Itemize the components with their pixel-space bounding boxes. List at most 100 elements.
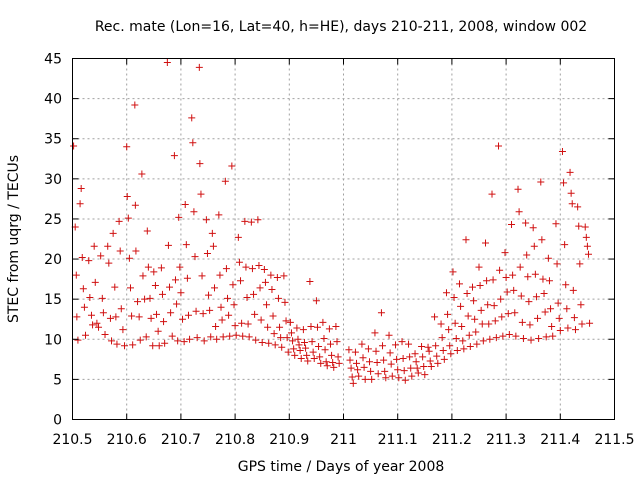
data-point [296, 347, 304, 355]
data-point [291, 351, 299, 359]
data-point [168, 332, 176, 340]
y-tick-label: 35 [44, 132, 62, 148]
data-point [421, 371, 429, 379]
data-point [141, 295, 149, 303]
data-point [501, 249, 509, 257]
data-point [382, 374, 390, 382]
data-point [427, 363, 435, 371]
data-point [476, 282, 484, 290]
data-point [425, 347, 433, 355]
data-point [535, 334, 543, 342]
data-point [586, 319, 594, 327]
data-point [123, 192, 131, 200]
data-point [163, 59, 171, 67]
data-point [393, 355, 401, 363]
data-point [193, 334, 201, 342]
data-point [99, 309, 107, 317]
data-point [235, 258, 243, 266]
data-point [570, 314, 578, 322]
data-point [202, 216, 210, 224]
data-point [230, 301, 238, 309]
data-point [544, 254, 552, 262]
y-tick-label: 0 [53, 413, 62, 429]
data-point [76, 200, 84, 208]
data-point [116, 247, 124, 255]
data-point [492, 334, 500, 342]
data-point [466, 342, 474, 350]
data-point [491, 317, 499, 325]
x-tick-label: 211.1 [378, 432, 418, 448]
data-point [351, 348, 359, 356]
data-point [226, 332, 234, 340]
data-point [105, 259, 113, 267]
data-point [526, 321, 534, 329]
data-point [386, 349, 394, 357]
data-point [495, 142, 503, 150]
data-point [412, 358, 420, 366]
data-point [183, 274, 191, 282]
data-point [265, 339, 273, 347]
data-point [270, 330, 278, 338]
data-point [367, 367, 375, 375]
data-point [289, 337, 297, 345]
data-point [503, 288, 511, 296]
data-point [505, 330, 513, 338]
data-point [542, 333, 550, 341]
data-point [136, 336, 144, 344]
data-point [70, 142, 78, 150]
data-point [300, 338, 308, 346]
data-point [307, 322, 315, 330]
data-point [319, 318, 327, 326]
data-point [208, 229, 216, 237]
data-point [584, 250, 592, 258]
y-tick-label: 15 [44, 292, 62, 308]
data-point [190, 208, 198, 216]
x-tick-label: 210.6 [107, 432, 147, 448]
data-point [347, 364, 355, 372]
data-point [489, 276, 497, 284]
data-point [328, 351, 336, 359]
data-point [111, 283, 119, 291]
data-point [157, 264, 165, 272]
data-point [564, 324, 572, 332]
data-point [414, 369, 422, 377]
data-point [73, 313, 81, 321]
data-point [95, 323, 103, 331]
data-point [217, 303, 225, 311]
data-point [431, 313, 439, 321]
data-point [437, 320, 445, 328]
data-point [184, 311, 192, 319]
data-point [392, 341, 400, 349]
data-point [426, 357, 434, 365]
x-tick-label: 210.9 [269, 432, 309, 448]
data-point [277, 334, 285, 342]
data-point [219, 333, 227, 341]
data-point [310, 355, 318, 363]
data-point [77, 184, 85, 192]
y-tick-label: 20 [44, 252, 62, 268]
data-point [540, 290, 548, 298]
data-point [138, 170, 146, 178]
data-point [144, 263, 152, 271]
data-point [374, 370, 382, 378]
data-point [160, 318, 168, 326]
data-point [366, 358, 374, 366]
data-point [180, 338, 188, 346]
data-point [86, 294, 94, 302]
data-point [244, 320, 252, 328]
grid-lines [72, 58, 615, 420]
data-point [395, 374, 403, 382]
data-point [560, 179, 568, 187]
data-point [465, 331, 473, 339]
data-point [463, 290, 471, 298]
data-point [256, 284, 264, 292]
data-point [286, 318, 294, 326]
data-point [509, 271, 517, 279]
data-point [464, 312, 472, 320]
data-point [234, 233, 242, 241]
data-point [358, 340, 366, 348]
data-point [143, 227, 151, 235]
x-tick-label: 210.5 [52, 432, 92, 448]
data-point [364, 345, 372, 353]
